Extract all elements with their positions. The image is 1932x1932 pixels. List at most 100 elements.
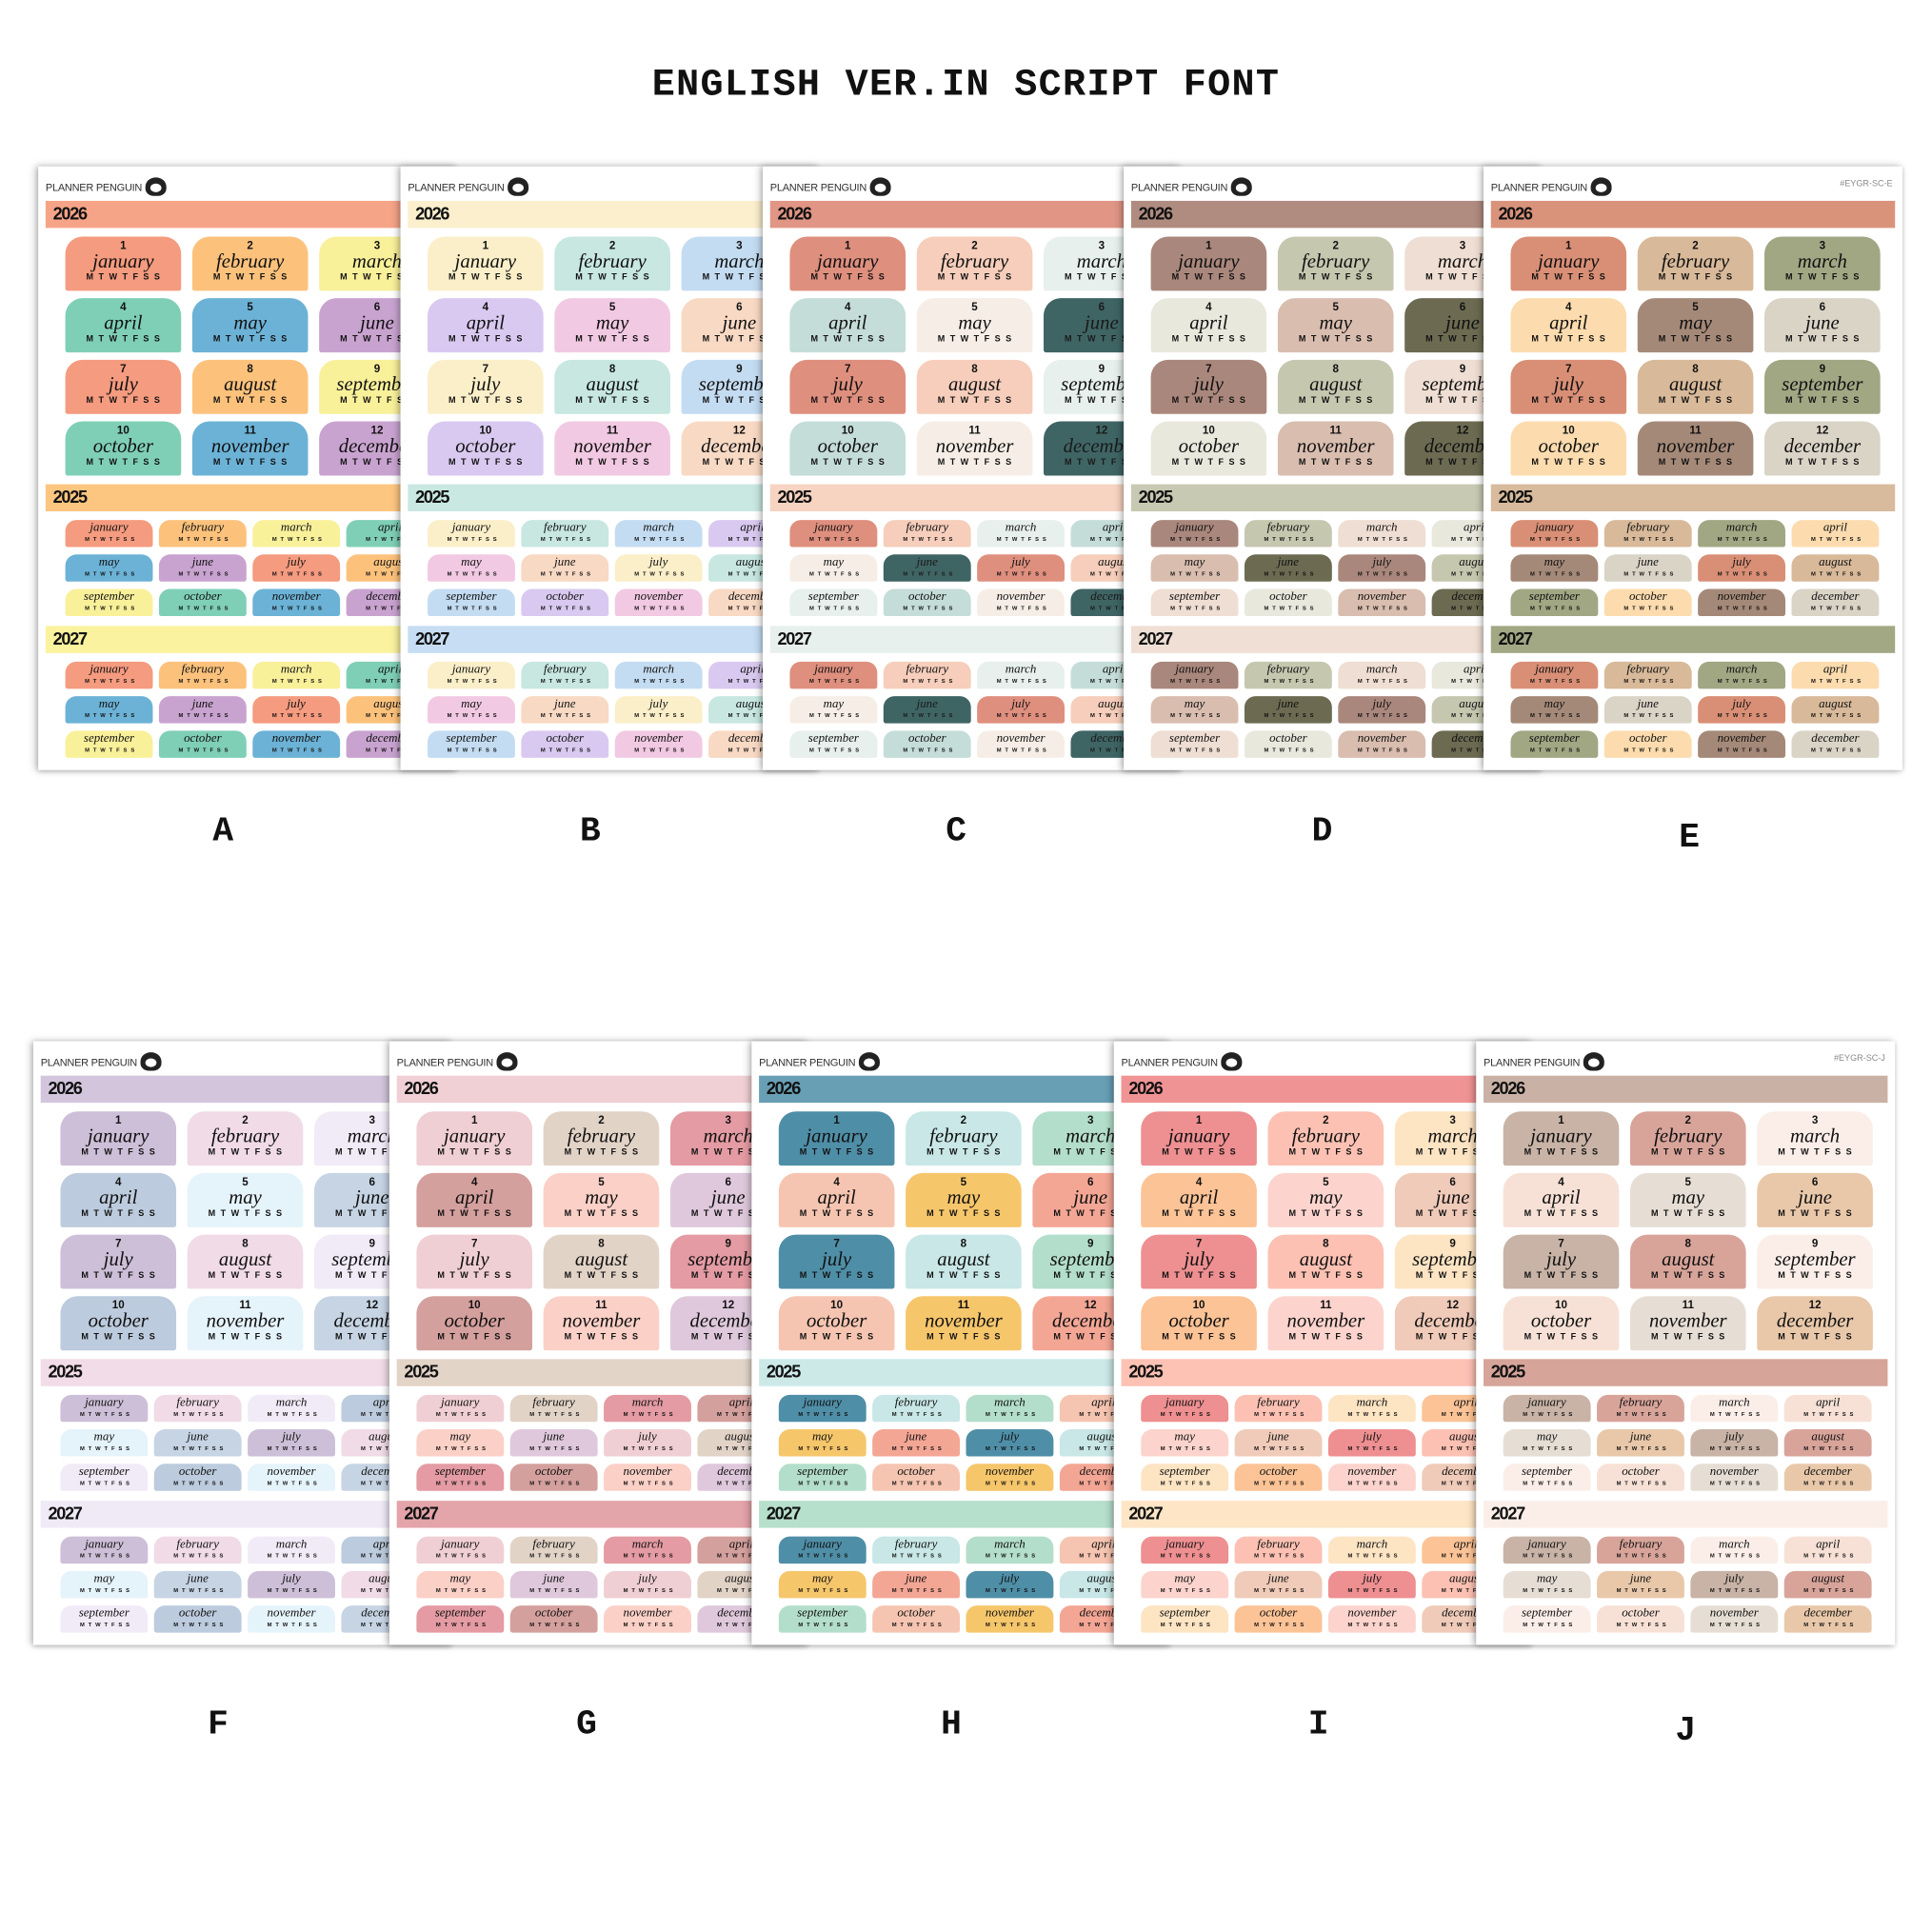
month-tab-july: 7 july MTWTFSS bbox=[1510, 359, 1627, 414]
weekday-letters: MTWTFSS bbox=[1709, 1410, 1763, 1418]
weekday-letters: MTWTFSS bbox=[727, 677, 782, 685]
month-name: may bbox=[1309, 1187, 1343, 1209]
weekday-letters: MTWTFSS bbox=[1254, 1621, 1308, 1628]
month-name: october bbox=[444, 1310, 505, 1332]
weekday-letters: MTWTFSS bbox=[540, 605, 594, 611]
weekday-letters: MTWTFSS bbox=[212, 396, 292, 406]
month-name: april bbox=[1453, 1537, 1478, 1552]
month-tab-october: october MTWTFSS bbox=[509, 1605, 598, 1633]
penguin-icon bbox=[859, 1052, 881, 1071]
weekday-letters: MTWTFSS bbox=[903, 535, 957, 543]
month-name: august bbox=[1448, 1430, 1483, 1444]
month-name: january bbox=[1535, 521, 1574, 535]
month-name: april bbox=[828, 312, 867, 334]
weekday-letters: MTWTFSS bbox=[178, 570, 232, 577]
weekday-letters: MTWTFSS bbox=[212, 273, 292, 283]
month-name: october bbox=[1168, 1310, 1229, 1332]
month-name: april bbox=[455, 1187, 494, 1209]
month-tab-april: april MTWTFSS bbox=[1791, 661, 1880, 689]
weekday-letters: MTWTFSS bbox=[716, 1444, 770, 1452]
month-name: december bbox=[1776, 1310, 1854, 1332]
month-name: november bbox=[1709, 1606, 1759, 1621]
month-tab-march: march MTWTFSS bbox=[248, 1394, 335, 1423]
month-number: 8 bbox=[608, 362, 616, 375]
weekday-letters: MTWTFSS bbox=[1162, 1148, 1242, 1158]
month-name: november bbox=[996, 731, 1046, 746]
month-tab-october: 10 october MTWTFSS bbox=[1503, 1296, 1620, 1351]
month-number: 11 bbox=[244, 424, 256, 437]
month-tab-january: 1 january MTWTFSS bbox=[778, 1111, 895, 1166]
month-number: 6 bbox=[725, 1175, 731, 1188]
month-name: march bbox=[1789, 1125, 1841, 1147]
month-tab-may: 5 may MTWTFSS bbox=[187, 1172, 304, 1227]
month-tab-august: august MTWTFSS bbox=[1783, 1570, 1872, 1599]
month-name: june bbox=[187, 1572, 209, 1586]
month-name: march bbox=[703, 1125, 753, 1147]
month-name: april bbox=[1179, 1187, 1219, 1209]
month-tab-january: 1 january MTWTFSS bbox=[1141, 1111, 1257, 1166]
weekday-letters: MTWTFSS bbox=[716, 1480, 770, 1486]
month-name: may bbox=[93, 1572, 115, 1586]
weekday-letters: MTWTFSS bbox=[1264, 605, 1318, 611]
weekday-letters: MTWTFSS bbox=[1717, 711, 1771, 719]
weekday-letters: MTWTFSS bbox=[1531, 334, 1611, 345]
month-number: 9 bbox=[368, 1237, 376, 1250]
month-name: november bbox=[1717, 589, 1766, 605]
month-number: 5 bbox=[971, 300, 978, 313]
weekday-letters: MTWTFSS bbox=[702, 273, 782, 283]
month-tab-july: july MTWTFSS bbox=[614, 696, 703, 724]
weekday-letters: MTWTFSS bbox=[1616, 1480, 1670, 1486]
month-number: 4 bbox=[470, 1175, 478, 1188]
month-tab-april: april MTWTFSS bbox=[1783, 1536, 1872, 1564]
month-number: 1 bbox=[1565, 239, 1572, 251]
month-name: september bbox=[1522, 1606, 1573, 1621]
month-name: june bbox=[543, 1430, 565, 1444]
month-name: january bbox=[803, 1396, 842, 1410]
month-name: february bbox=[1619, 1396, 1663, 1410]
month-name: march bbox=[1356, 1396, 1388, 1410]
month-name: january bbox=[803, 1537, 842, 1552]
month-tab-april: 4 april MTWTFSS bbox=[1503, 1172, 1620, 1227]
month-name: july bbox=[648, 697, 668, 711]
weekday-letters: MTWTFSS bbox=[1709, 1552, 1763, 1559]
year-label: 2027 bbox=[415, 627, 449, 648]
brand-name: PLANNER PENGUIN bbox=[45, 180, 143, 193]
month-tab-july: july MTWTFSS bbox=[977, 696, 1066, 724]
month-tab-november: november MTWTFSS bbox=[1327, 1605, 1416, 1633]
month-name: august bbox=[1098, 555, 1131, 569]
month-tab-november: 11 november MTWTFSS bbox=[1629, 1296, 1746, 1351]
month-tab-march: march MTWTFSS bbox=[252, 520, 341, 548]
month-number: 3 bbox=[725, 1113, 731, 1126]
month-name: june bbox=[1629, 1430, 1652, 1444]
month-number: 8 bbox=[598, 1237, 605, 1250]
month-tab-may: may MTWTFSS bbox=[416, 1570, 505, 1599]
month-name: march bbox=[643, 663, 674, 677]
weekday-letters: MTWTFSS bbox=[1778, 1209, 1858, 1219]
weekday-letters: MTWTFSS bbox=[727, 747, 782, 753]
weekday-letters: MTWTFSS bbox=[716, 1552, 770, 1559]
weekday-letters: MTWTFSS bbox=[1347, 1586, 1402, 1594]
month-name: december bbox=[1063, 436, 1141, 458]
brand-logo: PLANNER PENGUIN bbox=[759, 1052, 881, 1071]
month-name: november bbox=[623, 1606, 672, 1621]
month-name: june bbox=[543, 1572, 565, 1586]
sticker-sheet-b: PLANNER PENGUIN 2026 2025 2027 1 january MTWTF… bbox=[400, 166, 820, 770]
month-tab-october: october MTWTFSS bbox=[883, 588, 971, 617]
month-name: september bbox=[1522, 1464, 1573, 1479]
weekday-letters: MTWTFSS bbox=[575, 458, 655, 468]
month-name: october bbox=[817, 436, 878, 458]
month-number: 6 bbox=[1819, 300, 1826, 313]
month-tab-november: november MTWTFSS bbox=[614, 588, 703, 617]
month-name: july bbox=[1372, 555, 1391, 569]
month-name: january bbox=[1175, 663, 1214, 677]
variant-label: G bbox=[576, 1706, 597, 1745]
weekday-letters: MTWTFSS bbox=[1717, 570, 1771, 577]
weekday-letters: MTWTFSS bbox=[1709, 1586, 1763, 1594]
month-tab-july: july MTWTFSS bbox=[966, 1570, 1054, 1599]
month-name: april bbox=[1102, 663, 1127, 677]
month-name: october bbox=[1628, 731, 1667, 746]
month-tab-may: may MTWTFSS bbox=[428, 554, 515, 582]
month-tab-february: february MTWTFSS bbox=[1244, 661, 1332, 689]
month-number: 10 bbox=[479, 424, 492, 437]
